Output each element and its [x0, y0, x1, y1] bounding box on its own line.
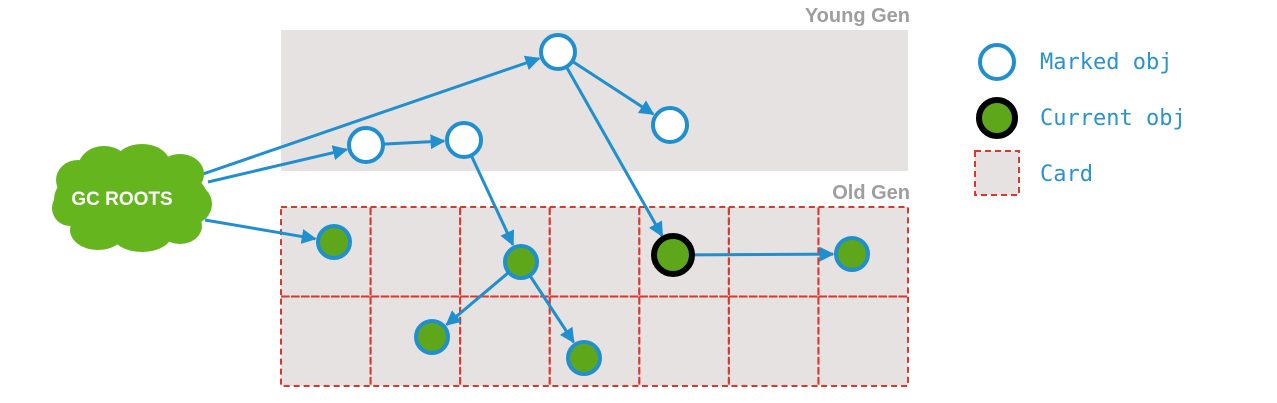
- card-cell: [817, 295, 910, 387]
- cloud-icon: [52, 144, 212, 252]
- reference-arrow-roots-to-y1: [199, 55, 541, 177]
- reference-arrow-roots-to-o1: [204, 218, 317, 244]
- gc-roots-cloud: GC ROOTS: [52, 144, 212, 252]
- old-gen-card-grid: [280, 206, 910, 387]
- gc-roots-label: GC ROOTS: [71, 189, 172, 210]
- reference-edges: [199, 55, 835, 344]
- object-nodes: [316, 33, 870, 376]
- reference-arrow-o2-to-o4: [528, 274, 575, 344]
- old-gen-label: Old Gen: [832, 182, 910, 204]
- current-object-node: [651, 233, 695, 277]
- reference-arrow-roots-to-y3: [207, 145, 348, 184]
- old-gen-object-node: [414, 319, 450, 355]
- young-gen-region: [281, 30, 908, 171]
- marked-object-node: [445, 121, 483, 159]
- legend-marked-obj-label: Marked obj: [1040, 50, 1172, 75]
- legend: Marked obj Current obj Card: [974, 43, 1186, 196]
- legend-current-obj-icon: [976, 97, 1018, 139]
- reference-arrow-y1-to-y2: [571, 60, 655, 116]
- old-gen-object-node: [566, 340, 602, 376]
- old-gen-object-node: [503, 244, 539, 280]
- old-gen-object-node: [316, 224, 352, 260]
- legend-current-obj-label: Current obj: [1040, 106, 1186, 131]
- marked-object-node: [539, 33, 577, 71]
- reference-arrow-o2-to-o3: [445, 271, 510, 326]
- reference-arrow-y3-to-y4: [382, 134, 446, 150]
- marked-object-node: [651, 106, 689, 144]
- legend-marked-obj-icon: [978, 43, 1016, 81]
- reference-arrow-y1-to-oc: [565, 66, 664, 238]
- legend-card-icon: [974, 150, 1020, 196]
- marked-object-node: [347, 126, 385, 164]
- young-gen-label: Young Gen: [805, 5, 910, 27]
- reference-arrow-y4-to-o2: [469, 154, 515, 247]
- old-gen-object-node: [834, 236, 870, 272]
- reference-arrow-oc-to-o5: [691, 246, 835, 262]
- legend-card-label: Card: [1040, 162, 1093, 187]
